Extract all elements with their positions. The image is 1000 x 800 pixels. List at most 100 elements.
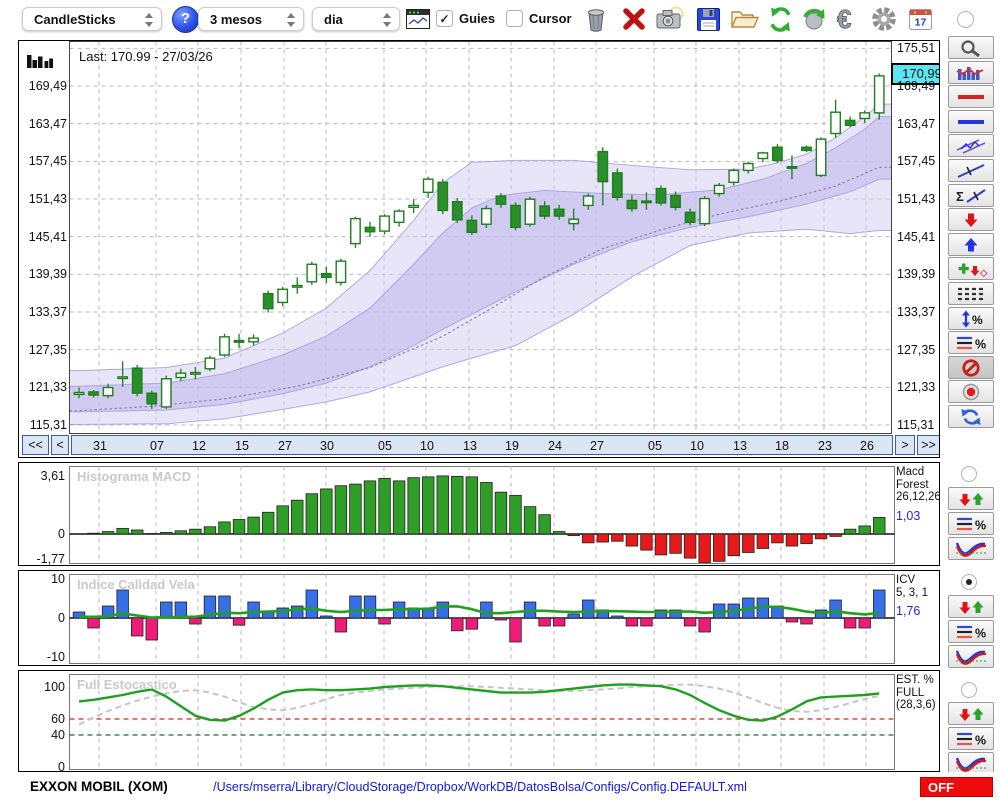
settings-button[interactable] bbox=[868, 4, 900, 34]
nav-last-button[interactable]: >> bbox=[917, 435, 939, 455]
interval-select[interactable]: dia bbox=[312, 7, 400, 31]
est-lines-percent-button[interactable]: % bbox=[948, 727, 994, 750]
icv-axis-zero: 0 bbox=[58, 611, 65, 625]
add-marker-button[interactable] bbox=[948, 257, 994, 280]
histogram-mini-icon bbox=[26, 50, 53, 75]
levels-button[interactable] bbox=[948, 282, 994, 305]
price-axis-label: 151,43 bbox=[28, 192, 67, 206]
nav-first-button[interactable]: << bbox=[22, 435, 49, 455]
chart-window-icon bbox=[406, 9, 430, 29]
nav-date-label[interactable]: 12 bbox=[192, 439, 206, 453]
calendar-button[interactable]: 17 bbox=[904, 4, 936, 34]
trendline-icon bbox=[957, 163, 985, 178]
price-chart-canvas[interactable] bbox=[19, 41, 940, 435]
off-toggle-badge[interactable]: OFF bbox=[920, 777, 993, 797]
price-axis-label: 163,47 bbox=[897, 116, 936, 131]
snapshot-button[interactable] bbox=[654, 4, 686, 34]
macd-curves-button[interactable] bbox=[948, 537, 994, 560]
nav-date-label[interactable]: 18 bbox=[775, 439, 789, 453]
nav-date-label[interactable]: 27 bbox=[590, 439, 604, 453]
refresh-icon bbox=[961, 408, 981, 425]
measure-percent-button[interactable]: % bbox=[948, 307, 994, 330]
nav-date-label[interactable]: 10 bbox=[690, 439, 704, 453]
zoom-button[interactable] bbox=[948, 36, 994, 59]
macd-axis-top: 3,61 bbox=[40, 469, 65, 483]
chart-type-select[interactable]: CandleSticks bbox=[22, 7, 162, 31]
arrow-down-button[interactable] bbox=[948, 208, 994, 231]
macd-canvas[interactable] bbox=[19, 463, 940, 566]
add-marker-icon bbox=[958, 263, 988, 277]
blue-line-button[interactable] bbox=[948, 110, 994, 133]
signal-arrows-icon bbox=[959, 707, 984, 721]
symbol-label: EXXON MOBIL (XOM) bbox=[30, 779, 168, 794]
est-curves-button[interactable] bbox=[948, 752, 994, 775]
price-axis-label: 115,31 bbox=[897, 418, 935, 432]
price-axis-label: 139,39 bbox=[28, 267, 67, 282]
macd-lines-percent-button[interactable]: % bbox=[948, 512, 994, 535]
icv-canvas[interactable] bbox=[19, 571, 940, 666]
nav-date-label[interactable]: 05 bbox=[648, 439, 662, 453]
icv-lines-percent-button[interactable]: % bbox=[948, 620, 994, 643]
refresh-button[interactable] bbox=[764, 4, 796, 34]
save-button[interactable] bbox=[692, 4, 724, 34]
trash-button[interactable] bbox=[580, 4, 612, 34]
stochastic-canvas[interactable] bbox=[19, 671, 940, 772]
nav-date-label[interactable]: 13 bbox=[463, 439, 477, 453]
indicator-panel-button[interactable] bbox=[948, 61, 994, 84]
guies-checkbox[interactable]: ✓ Guies bbox=[436, 10, 495, 27]
nav-date-label[interactable]: 30 bbox=[320, 439, 334, 453]
nav-date-label[interactable]: 23 bbox=[818, 439, 832, 453]
sync-button[interactable] bbox=[798, 4, 830, 34]
blue-line-icon bbox=[958, 119, 984, 124]
nav-date-label[interactable]: 13 bbox=[733, 439, 747, 453]
nav-next-button[interactable]: > bbox=[895, 435, 915, 455]
channel-button[interactable] bbox=[948, 134, 994, 157]
nav-date-label[interactable]: 05 bbox=[378, 439, 392, 453]
macd-signal-arrows-button[interactable] bbox=[948, 487, 994, 510]
est-signal-arrows-button[interactable] bbox=[948, 702, 994, 725]
toolbar-radio[interactable] bbox=[957, 11, 974, 28]
price-axis-label: 157,45 bbox=[28, 154, 67, 169]
record-button[interactable] bbox=[948, 380, 994, 403]
nav-date-label[interactable]: 26 bbox=[860, 439, 874, 453]
nav-date-label[interactable]: 15 bbox=[235, 439, 249, 453]
refresh-button[interactable] bbox=[948, 405, 994, 428]
currency-button[interactable]: € bbox=[832, 4, 864, 34]
trendline-button[interactable] bbox=[948, 159, 994, 182]
macd-value: 1,03 bbox=[896, 508, 921, 523]
icv-curves-button[interactable] bbox=[948, 645, 994, 668]
date-strip[interactable]: 31 07 12 15 27 30 05 10 13 19 24 27 05 10 13 18 23 26 bbox=[71, 435, 893, 455]
nav-date-label[interactable]: 31 bbox=[93, 439, 107, 453]
macd-title: Histograma MACD bbox=[77, 469, 192, 484]
nav-prev-button[interactable]: < bbox=[51, 435, 69, 455]
signal-arrows-icon bbox=[959, 492, 984, 506]
nav-date-label[interactable]: 19 bbox=[505, 439, 519, 453]
nav-date-label[interactable]: 24 bbox=[548, 439, 562, 453]
nav-date-label[interactable]: 07 bbox=[150, 439, 164, 453]
toolbar: CandleSticks ? 3 mesos dia ✓ Guies Cur bbox=[0, 0, 1000, 38]
nav-date-label[interactable]: 10 bbox=[420, 439, 434, 453]
date-navbar: << < 31 07 12 15 27 30 05 10 13 19 24 27 05 10 13 18 23 2… bbox=[19, 435, 939, 457]
open-folder-icon bbox=[730, 11, 759, 28]
period-select[interactable]: 3 mesos bbox=[198, 7, 304, 31]
cursor-checkbox[interactable]: Cursor bbox=[506, 10, 572, 27]
nav-date-label[interactable]: 27 bbox=[278, 439, 292, 453]
period-value: 3 mesos bbox=[210, 12, 263, 27]
price-axis-label: 169,49 bbox=[28, 79, 67, 93]
est-select-radio[interactable] bbox=[961, 682, 977, 698]
lines-percent-button[interactable]: % bbox=[948, 331, 994, 354]
sum-trendline-button[interactable]: Σ bbox=[948, 184, 994, 207]
forbid-button[interactable] bbox=[948, 356, 994, 379]
delete-button[interactable] bbox=[618, 4, 650, 34]
icv-select-radio[interactable] bbox=[961, 574, 977, 590]
arrow-up-button[interactable] bbox=[948, 233, 994, 256]
macd-select-radio[interactable] bbox=[961, 466, 977, 482]
price-axis-label: 145,41 bbox=[897, 229, 936, 244]
chart-window-button[interactable] bbox=[402, 4, 434, 34]
price-chart-panel: Last: 170.99 - 27/03/26 170,99 169,49 163… bbox=[18, 40, 940, 458]
help-button[interactable]: ? bbox=[172, 6, 199, 33]
icv-signal-arrows-button[interactable] bbox=[948, 595, 994, 618]
red-line-button[interactable] bbox=[948, 85, 994, 108]
open-button[interactable] bbox=[728, 4, 760, 34]
